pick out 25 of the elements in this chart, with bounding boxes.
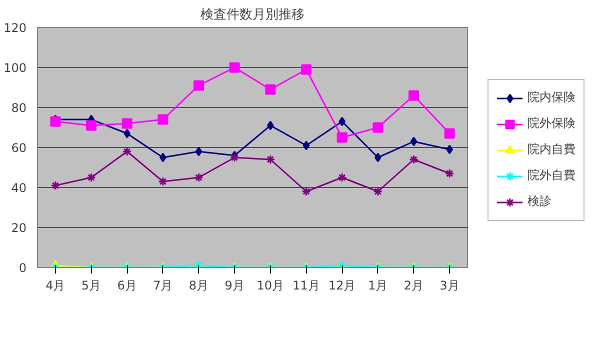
legend-label: 院内自費 [528, 141, 576, 158]
x-tick-label: 1月 [368, 278, 388, 292]
y-tick-label: 60 [11, 141, 27, 155]
x-tick-label: 6月 [117, 278, 137, 292]
x-tick-label: 3月 [440, 278, 460, 292]
legend-label: 院内保険 [528, 89, 576, 106]
x-tick-label: 8月 [188, 278, 209, 292]
chart-title: 検査件数月別推移 [200, 8, 304, 22]
y-tick-label: 120 [4, 21, 26, 35]
x-tick-label: 7月 [153, 278, 173, 292]
legend-label: 検診 [528, 193, 552, 210]
x-tick-label: 9月 [224, 278, 244, 292]
y-tick-label: 100 [4, 61, 26, 75]
y-tick-label: 40 [11, 181, 27, 195]
x-tick-label: 5月 [81, 278, 102, 292]
x-tick-label: 12月 [328, 278, 356, 292]
legend-label: 院外保険 [528, 115, 576, 132]
y-tick-label: 80 [11, 101, 27, 115]
y-tick-label: 0 [18, 261, 27, 275]
x-tick-label: 2月 [404, 278, 424, 292]
y-tick-label: 20 [11, 221, 27, 235]
x-tick-label: 10月 [256, 278, 284, 292]
x-tick-label: 11月 [292, 278, 320, 292]
x-tick-label: 4月 [46, 278, 66, 292]
legend-label: 院外自費 [528, 167, 576, 184]
